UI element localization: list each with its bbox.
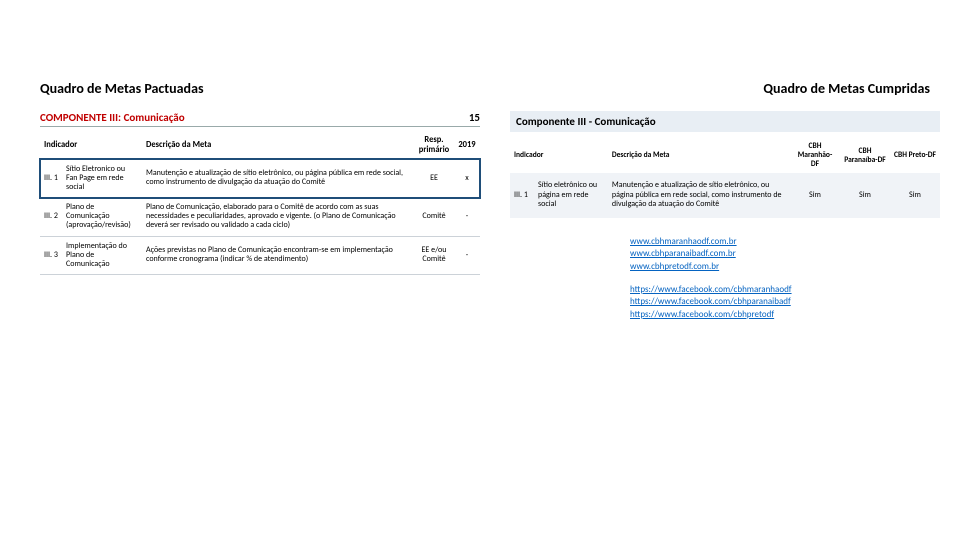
rcol-descricao: Descrição da Meta <box>608 138 790 173</box>
link-fb-maranhao[interactable]: https://www.facebook.com/cbhmaranhaodf <box>630 284 792 295</box>
row-ano: - <box>454 198 480 237</box>
row-id: III. 3 <box>40 236 62 275</box>
row-desc: Ações previstas no Plano de Comunicação … <box>142 236 414 275</box>
col-resp: Resp. primário <box>414 133 454 159</box>
row-indicador: Sítio Eletronico ou Fan Page em rede soc… <box>62 159 142 198</box>
row-resp: EE <box>414 159 454 198</box>
link-fb-paranaiba[interactable]: https://www.facebook.com/cbhparanaibadf <box>630 296 791 307</box>
row-ano: - <box>454 236 480 275</box>
link-cbh-maranhao[interactable]: www.cbhmaranhaodf.com.br <box>630 236 737 247</box>
row-resp: Comitê <box>414 198 454 237</box>
rrow-c2: Sim <box>840 173 890 218</box>
link-fb-preto[interactable]: https://www.facebook.com/cbhpretodf <box>630 309 774 320</box>
rcol-c1: CBH Maranhão-DF <box>790 138 840 173</box>
rrow-desc: Manutenção e atualização de sítio eletrô… <box>608 173 790 218</box>
row-ano: x <box>454 159 480 198</box>
component-label-left: COMPONENTE III: Comunicação <box>40 111 185 124</box>
link-cbh-paranaiba[interactable]: www.cbhparanaibadf.com.br <box>630 248 736 259</box>
col-indicador: Indicador <box>40 133 142 159</box>
table-row: III. 3 Implementação do Plano de Comunic… <box>40 236 480 275</box>
row-id: III. 2 <box>40 198 62 237</box>
row-desc: Plano de Comunicação, elaborado para o C… <box>142 198 414 237</box>
row-id: III. 1 <box>40 159 62 198</box>
rcol-c2: CBH Paranaíba-DF <box>840 138 890 173</box>
col-ano: 2019 <box>454 133 480 159</box>
rcol-indicador: Indicador <box>510 138 608 173</box>
rrow-c1: Sim <box>790 173 840 218</box>
rrow-c3: Sim <box>890 173 940 218</box>
component-count: 15 <box>469 111 480 124</box>
left-table: Indicador Descrição da Meta Resp. primár… <box>40 133 480 275</box>
right-title: Quadro de Metas Cumpridas <box>510 80 940 97</box>
row-desc: Manutenção e atualização de sítio eletrô… <box>142 159 414 198</box>
rrow-ind: Sítio eletrônico ou página em rede socia… <box>534 173 608 218</box>
row-indicador: Plano de Comunicação (aprovação/revisão) <box>62 198 142 237</box>
right-table: Indicador Descrição da Meta CBH Maranhão… <box>510 138 940 218</box>
row-indicador: Implementação do Plano de Comunicação <box>62 236 142 275</box>
row-resp: EE e/ou Comitê <box>414 236 454 275</box>
link-cbh-preto[interactable]: www.cbhpretodf.com.br <box>630 261 719 272</box>
left-title: Quadro de Metas Pactuadas <box>40 80 480 97</box>
rcol-c3: CBH Preto-DF <box>890 138 940 173</box>
table-row: III. 2 Plano de Comunicação (aprovação/r… <box>40 198 480 237</box>
rrow-id: III. 1 <box>510 173 534 218</box>
table-row: III. 1 Sítio Eletronico ou Fan Page em r… <box>40 159 480 198</box>
links-block: www.cbhmaranhaodf.com.br www.cbhparanaib… <box>510 236 940 322</box>
table-row: III. 1 Sítio eletrônico ou página em red… <box>510 173 940 218</box>
component-label-right: Componente III - Comunicação <box>510 111 940 132</box>
col-descricao: Descrição da Meta <box>142 133 414 159</box>
component-header-left: COMPONENTE III: Comunicação 15 <box>40 111 480 127</box>
